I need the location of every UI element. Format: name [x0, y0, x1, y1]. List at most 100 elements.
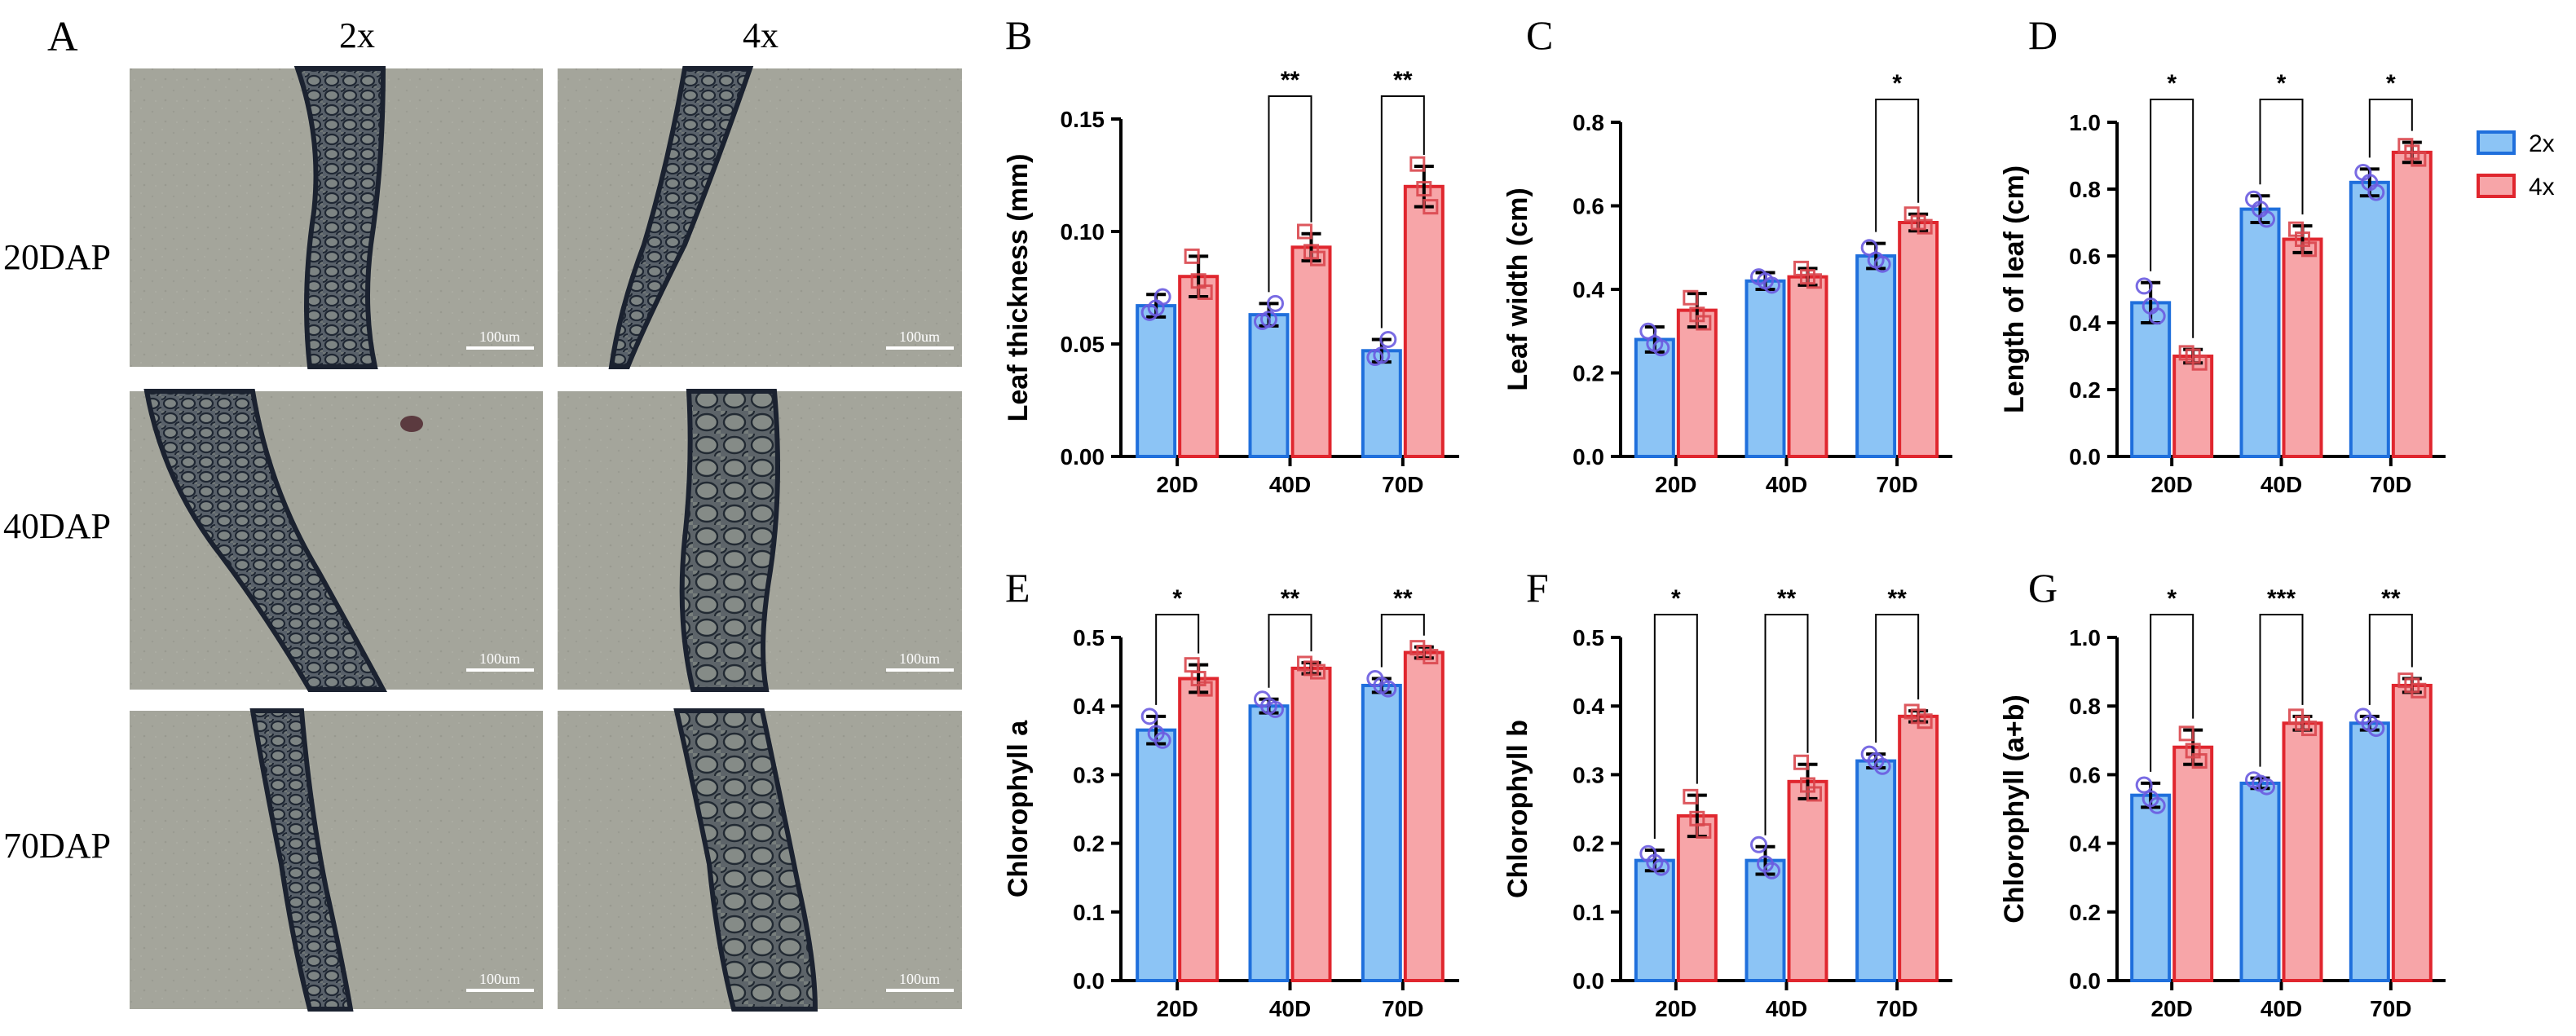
significance-stars: *: [1172, 585, 1182, 612]
data-point: [1260, 311, 1277, 328]
x-tick-label: 40D: [1766, 472, 1807, 497]
significance-bracket: [1268, 614, 1312, 688]
bar-2x-70D: [2349, 180, 2390, 459]
chart-panel-b: B Leaf thickness (mm) 0.00 0.05 0.10 0.15 20D 4…: [1003, 12, 1459, 497]
y-tick-label: 0.0: [1573, 968, 1604, 994]
bar-4x-40D: [1787, 779, 1828, 982]
significance-stars: *: [1892, 70, 1902, 97]
bar-2x-70D: [2349, 721, 2390, 982]
bar-2x-70D: [1361, 349, 1402, 458]
data-point: [1689, 810, 1705, 827]
data-point: [2295, 715, 2310, 731]
data-point: [1683, 788, 1699, 805]
x-tick-label: 20D: [1156, 472, 1198, 497]
chart-panel-d: D Length of leaf (cm) 0.0 0.2 0.4 0.6 0.8 1.0 20…: [1999, 12, 2446, 497]
bar-4x-70D: [1403, 650, 1445, 982]
col-header-2x: 2x: [339, 15, 375, 55]
data-point: [1416, 181, 1432, 197]
data-point: [1757, 272, 1774, 290]
y-tick-label: 1.0: [2069, 110, 2101, 135]
significance-stars: **: [2381, 585, 2401, 612]
legend: 2x 4x: [2477, 130, 2555, 201]
bar-4x-40D: [1787, 275, 1828, 458]
data-point: [1910, 214, 1926, 231]
data-point: [1423, 199, 1439, 215]
bar-2x-40D: [2239, 207, 2281, 458]
y-tick-label: 0.2: [2069, 900, 2101, 925]
significance-stars: **: [1281, 585, 1300, 612]
data-point: [2135, 277, 2153, 295]
data-point: [2135, 776, 2153, 794]
data-point: [1867, 251, 1885, 269]
significance-stars: **: [1393, 67, 1413, 94]
bar-4x-20D: [1178, 677, 1220, 983]
scale-bar-label: 100um: [899, 328, 940, 345]
bar-4x-40D: [1290, 666, 1332, 982]
data-point: [2142, 298, 2159, 315]
micrograph-2x-70dap: 100um: [130, 708, 543, 1012]
y-tick-label: 0.0: [2069, 444, 2101, 470]
data-point: [2252, 201, 2269, 218]
bar-4x-20D: [2172, 355, 2214, 458]
y-tick-label: 0.6: [2069, 244, 2101, 269]
x-tick-label: 20D: [1156, 996, 1198, 1021]
x-tick-label: 20D: [1655, 996, 1696, 1021]
significance-bracket: [1653, 614, 1698, 840]
bar-2x-40D: [1248, 704, 1290, 982]
x-tick-label: 20D: [1655, 472, 1696, 497]
panel-a-label: A: [47, 14, 78, 60]
panel-label: D: [2028, 12, 2058, 58]
data-point: [1409, 156, 1426, 172]
data-point: [2142, 790, 2159, 808]
bar-2x-70D: [1855, 254, 1897, 458]
y-tick-label: 0.2: [2069, 377, 2101, 403]
y-tick-label: 0.8: [1573, 110, 1604, 135]
y-tick-label: 0.1: [1573, 900, 1604, 925]
chart-panel-c: C Leaf width (cm) 0.0 0.2 0.4 0.6 0.8 20D 40D 70D…: [1502, 12, 1952, 497]
data-point: [1303, 660, 1319, 677]
x-tick-label: 40D: [1269, 996, 1311, 1021]
data-point: [1373, 677, 1391, 694]
data-point: [1867, 752, 1885, 770]
x-tick-label: 70D: [1382, 996, 1423, 1021]
panel-label: E: [1005, 565, 1030, 611]
data-point: [2295, 231, 2310, 247]
data-point: [1750, 835, 1767, 853]
y-tick-label: 0.00: [1061, 444, 1105, 470]
significance-bracket: [2259, 99, 2304, 215]
bar-4x-40D: [2282, 237, 2323, 458]
y-tick-label: 0.3: [1073, 762, 1105, 787]
significance-bracket: [1268, 95, 1312, 293]
x-tick-label: 70D: [2370, 996, 2411, 1021]
data-point: [2185, 348, 2201, 364]
x-tick-label: 40D: [1269, 472, 1311, 497]
charts-container: B Leaf thickness (mm) 0.00 0.05 0.10 0.15 20D 4…: [1003, 12, 2446, 1021]
significance-stars: **: [1887, 585, 1907, 612]
y-axis-label: Chlorophyll (a+b): [1999, 694, 2030, 924]
x-tick-label: 40D: [2261, 996, 2302, 1021]
bar-2x-20D: [1634, 337, 1675, 458]
y-tick-label: 0.05: [1061, 332, 1105, 357]
data-point: [1800, 269, 1815, 285]
data-point: [2178, 725, 2194, 742]
row-label-40dap: 40DAP: [3, 506, 111, 546]
bar-4x-70D: [1898, 714, 1939, 983]
micrograph-4x-70dap: 100um: [558, 708, 962, 1012]
y-tick-label: 0.5: [1073, 625, 1105, 650]
x-tick-label: 70D: [1876, 472, 1917, 497]
significance-stars: *: [2277, 70, 2287, 97]
bar-4x-40D: [2282, 721, 2323, 982]
y-tick-label: 0.0: [1073, 968, 1105, 994]
y-tick-label: 0.2: [1573, 831, 1604, 857]
y-tick-label: 0.8: [2069, 694, 2101, 719]
y-tick-label: 0.10: [1061, 219, 1105, 245]
y-axis-label: Chlorophyll a: [1003, 720, 1034, 897]
bar-2x-20D: [2130, 793, 2172, 982]
data-point: [2361, 174, 2379, 192]
data-point: [1303, 244, 1319, 260]
bar-4x-20D: [2172, 745, 2214, 982]
significance-bracket: [1380, 614, 1425, 668]
bar-2x-20D: [2130, 301, 2172, 458]
significance-stars: **: [1777, 585, 1797, 612]
